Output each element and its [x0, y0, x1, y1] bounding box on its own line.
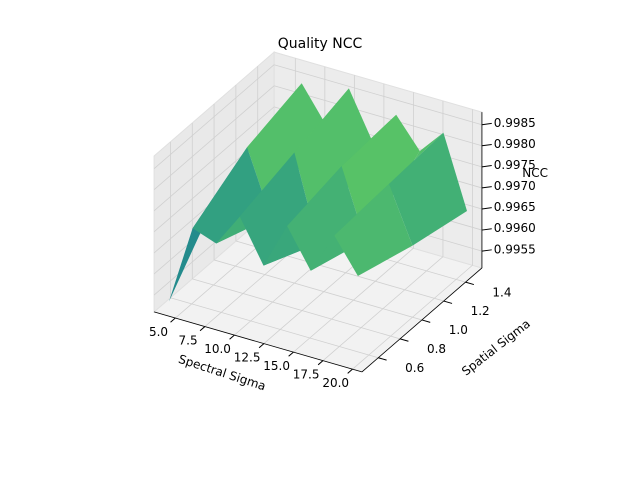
- z-tick-label: 0.9960: [494, 221, 536, 235]
- x-tick-label: 5.0: [149, 325, 168, 339]
- axis-line: [153, 311, 363, 373]
- y-tick: [465, 281, 475, 286]
- z-tick: [481, 143, 492, 147]
- x-tick-label: 7.5: [179, 334, 198, 348]
- y-tick-label: 1.4: [492, 285, 511, 299]
- y-tick: [378, 357, 387, 361]
- x-tick: [317, 360, 324, 366]
- y-tick-label: 0.6: [405, 361, 424, 375]
- x-tick: [288, 351, 294, 357]
- surface-face: [341, 114, 420, 241]
- z-tick: [481, 207, 492, 210]
- y-tick-label: 1.0: [449, 323, 468, 337]
- grid-line: [153, 106, 275, 212]
- x-tick-label: 12.5: [234, 351, 261, 365]
- y-tick-label: 1.2: [471, 304, 490, 318]
- surface-face: [334, 184, 413, 276]
- chart-title: Quality NCC: [278, 36, 363, 52]
- z-tick-label: 0.9985: [494, 116, 536, 130]
- z-tick-label: 0.9970: [494, 179, 536, 193]
- y-tick: [443, 300, 453, 304]
- x-tick-label: 20.0: [322, 376, 349, 390]
- z-tick-label: 0.9955: [494, 242, 536, 256]
- x-tick: [170, 317, 176, 323]
- grid-line: [273, 64, 483, 126]
- x-tick: [347, 368, 353, 374]
- x-tick-label: 17.5: [293, 368, 320, 382]
- x-tick-label: 10.0: [204, 342, 231, 356]
- grid-line: [153, 64, 275, 169]
- z-tick: [481, 228, 492, 231]
- z-tick-label: 0.9965: [494, 200, 536, 214]
- z-tick-label: 0.9975: [494, 158, 536, 172]
- surface-face: [247, 83, 326, 218]
- grid-line: [153, 85, 275, 191]
- z-tick: [481, 249, 492, 252]
- z-axis-label: NCC: [522, 166, 548, 180]
- axis-line: [361, 267, 483, 373]
- x-tick: [199, 326, 206, 332]
- y-tick: [399, 338, 409, 342]
- x-tick: [258, 343, 265, 349]
- y-axis-label: Spatial Sigma: [459, 317, 533, 379]
- grid-line: [170, 297, 379, 359]
- y-tick-label: 0.8: [427, 342, 446, 356]
- z-tick: [481, 186, 492, 189]
- x-tick-label: 15.0: [263, 359, 290, 373]
- z-tick: [481, 165, 492, 168]
- x-tick: [229, 334, 235, 340]
- z-tick-label: 0.9980: [494, 137, 536, 151]
- grid-line: [192, 278, 401, 340]
- z-tick: [481, 122, 492, 126]
- surface-face: [388, 132, 467, 246]
- grid-line: [213, 259, 423, 321]
- y-tick: [421, 319, 431, 323]
